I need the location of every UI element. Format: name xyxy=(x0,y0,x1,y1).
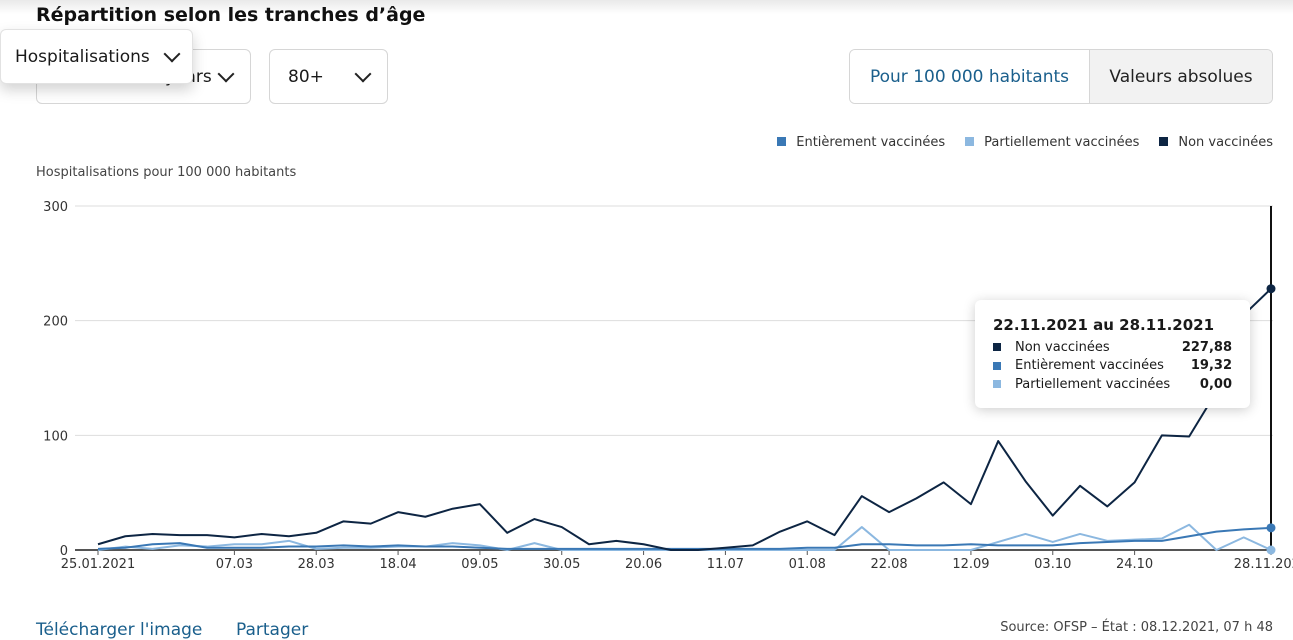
tooltip-label: Entièrement vaccinées xyxy=(1015,358,1164,374)
series-line-non-vaccinées xyxy=(97,287,1272,551)
y-tick-label: 100 xyxy=(43,429,68,444)
tooltip-value: 19,32 xyxy=(1190,358,1232,374)
highlight-point xyxy=(1266,284,1276,294)
x-tick-label: 28.03 xyxy=(298,557,335,572)
y-axis-title: Hospitalisations pour 100 000 habitants xyxy=(36,165,297,180)
highlight-point xyxy=(1266,523,1276,533)
series-line-entièrement-vaccinées xyxy=(97,526,1272,550)
legend-label: Entièrement vaccinées xyxy=(796,135,946,150)
unit-toggle: Pour 100 000 habitants Valeurs absolues xyxy=(849,49,1273,104)
tooltip-label: Non vaccinées xyxy=(1015,339,1110,355)
x-tick-label: 20.06 xyxy=(625,557,662,572)
source-text: Source: OFSP – État : 08.12.2021, 07 h 4… xyxy=(1000,620,1273,635)
top-shadow xyxy=(0,0,1293,14)
tooltip-title: 22.11.2021 au 28.11.2021 xyxy=(993,316,1215,334)
y-tick-label: 0 xyxy=(60,544,68,559)
legend-swatch xyxy=(965,137,975,146)
x-tick-label: 22.08 xyxy=(870,557,907,572)
chevron-down-icon xyxy=(163,45,181,62)
swatch xyxy=(993,361,1001,370)
legend-item-partial[interactable]: Partiellement vaccinées xyxy=(965,135,1139,150)
x-tick-label: 01.08 xyxy=(789,557,826,572)
download-image-link[interactable]: Télécharger l'image xyxy=(36,620,203,640)
tooltip-row: Non vaccinées 227,88 xyxy=(993,338,1232,357)
x-tick-label: 12.09 xyxy=(952,557,989,572)
legend-swatch xyxy=(1159,137,1169,146)
legend-item-unvaccinated[interactable]: Non vaccinées xyxy=(1159,135,1273,150)
x-tick-label: 24.10 xyxy=(1116,557,1153,572)
x-tick-label: 18.04 xyxy=(379,557,416,572)
age-group-value: 80+ xyxy=(288,66,324,87)
tooltip-value: 227,88 xyxy=(1181,339,1232,355)
legend-swatch xyxy=(777,137,787,146)
legend-label: Partiellement vaccinées xyxy=(984,135,1140,150)
age-group-dropdown[interactable]: 80+ xyxy=(269,49,388,104)
chart-tooltip: 22.11.2021 au 28.11.2021 Non vaccinées 22… xyxy=(975,300,1250,408)
metric-value: Hospitalisations xyxy=(15,46,150,67)
x-tick-label: 11.07 xyxy=(707,557,744,572)
per-100k-button[interactable]: Pour 100 000 habitants xyxy=(850,50,1090,103)
x-tick-label: 28.11.2021 xyxy=(1234,557,1293,572)
x-tick-label: 03.10 xyxy=(1034,557,1071,572)
y-tick-label: 300 xyxy=(43,200,68,215)
chart-legend: Entièrement vaccinées Partiellement vacc… xyxy=(777,135,1273,150)
y-tick-label: 200 xyxy=(43,315,68,330)
x-tick-label: 07.03 xyxy=(216,557,253,572)
legend-item-fully[interactable]: Entièrement vaccinées xyxy=(777,135,945,150)
tooltip-row: Entièrement vaccinées 19,32 xyxy=(993,357,1232,376)
x-tick-label: 25.01.2021 xyxy=(61,557,135,572)
x-tick-label: 09.05 xyxy=(461,557,498,572)
tooltip-label: Partiellement vaccinées xyxy=(1015,376,1171,392)
x-tick-label: 30.05 xyxy=(543,557,580,572)
swatch xyxy=(993,343,1001,352)
share-link[interactable]: Partager xyxy=(236,620,309,640)
tooltip-row: Partiellement vaccinées 0,00 xyxy=(993,375,1232,394)
swatch xyxy=(993,380,1001,389)
absolute-values-button[interactable]: Valeurs absolues xyxy=(1090,50,1272,103)
metric-dropdown[interactable]: Hospitalisations xyxy=(0,29,193,84)
highlight-point xyxy=(1266,545,1276,555)
legend-label: Non vaccinées xyxy=(1178,135,1273,150)
page-title: Répartition selon les tranches d’âge xyxy=(36,4,426,26)
tooltip-value: 0,00 xyxy=(1199,376,1232,392)
